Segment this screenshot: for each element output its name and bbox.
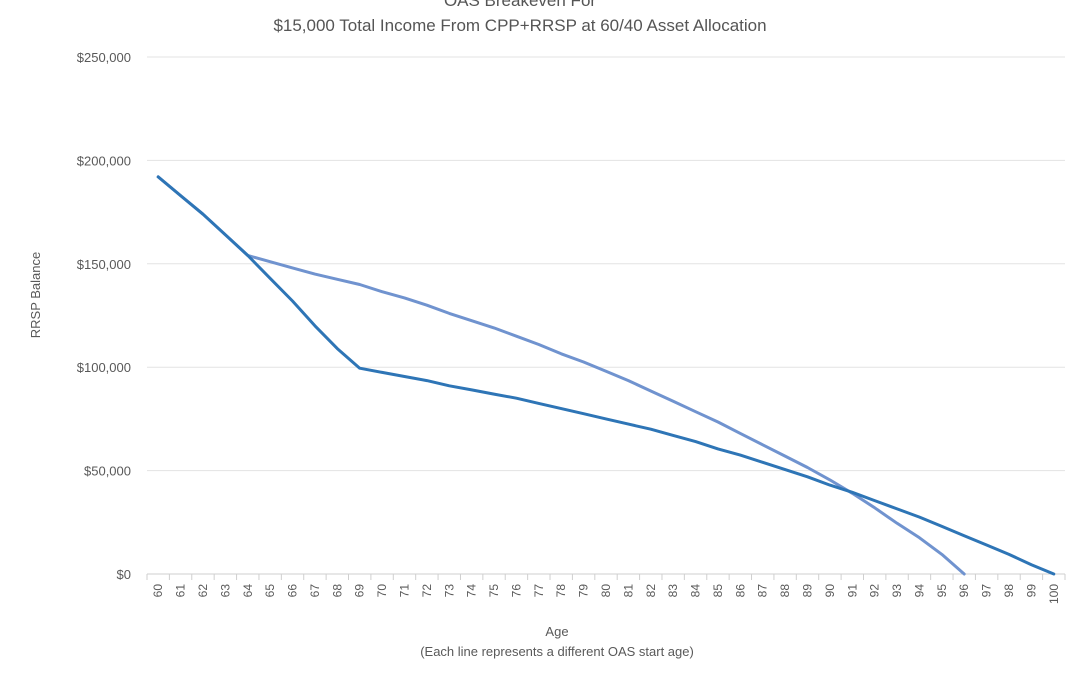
series-line-1 [156, 175, 1056, 576]
x-tick-label: 83 [666, 584, 680, 598]
y-tick-label: $100,000 [77, 360, 131, 375]
x-tick-label: 96 [957, 584, 971, 598]
x-tick-label: 72 [420, 584, 434, 598]
x-tick-label: 61 [174, 584, 188, 598]
x-tick-label: 89 [801, 584, 815, 598]
x-tick-label: 78 [554, 584, 568, 598]
x-tick-label: 70 [375, 584, 389, 598]
x-tick-label: 86 [733, 584, 747, 598]
y-tick-label: $0 [117, 567, 131, 582]
x-tick-label: 95 [935, 584, 949, 598]
y-tick-label: $50,000 [84, 464, 131, 479]
x-tick-label: 88 [778, 584, 792, 598]
y-tick-label: $150,000 [77, 257, 131, 272]
x-tick-label: 77 [532, 584, 546, 598]
x-tick-label: 67 [308, 584, 322, 598]
x-tick-label: 90 [823, 584, 837, 598]
chart-title: OAS Breakeven For [444, 0, 596, 10]
x-tick-label: 71 [397, 584, 411, 598]
x-tick-label: 87 [756, 584, 770, 598]
series-line-2 [156, 175, 966, 576]
x-tick-label: 100 [1047, 584, 1061, 604]
x-tick-label: 73 [442, 584, 456, 598]
x-tick-label: 85 [711, 584, 725, 598]
x-tick-label: 75 [487, 584, 501, 598]
x-axis-note: (Each line represents a different OAS st… [420, 644, 694, 659]
y-tick-label: $200,000 [77, 153, 131, 168]
x-tick-label: 82 [644, 584, 658, 598]
x-tick-label: 68 [330, 584, 344, 598]
x-axis-label: Age [545, 624, 568, 639]
x-tick-label: 93 [890, 584, 904, 598]
x-tick-label: 91 [845, 584, 859, 598]
x-tick-label: 62 [196, 584, 210, 598]
x-tick-label: 99 [1024, 584, 1038, 598]
x-tick-label: 98 [1002, 584, 1016, 598]
y-axis-ticks: $0 $50,000 $100,000 $150,000 $200,000 $250,00… [77, 50, 131, 582]
x-tick-label: 69 [353, 584, 367, 598]
x-tick-label: 84 [689, 584, 703, 598]
x-tick-label: 81 [621, 584, 635, 598]
chart-subtitle: $15,000 Total Income From CPP+RRSP at 60… [273, 16, 766, 35]
gridlines [147, 56, 1065, 575]
x-tick-label: 60 [151, 584, 165, 598]
x-tick-label: 76 [509, 584, 523, 598]
x-tick-label: 66 [286, 584, 300, 598]
x-tick-label: 64 [241, 584, 255, 598]
x-tick-label: 74 [465, 584, 479, 598]
x-tick-label: 79 [577, 584, 591, 598]
series-lines [156, 175, 1056, 576]
x-tick-label: 63 [218, 584, 232, 598]
x-tick-label: 65 [263, 584, 277, 598]
y-axis-label: RRSP Balance [28, 252, 43, 338]
x-tick-label: 80 [599, 584, 613, 598]
y-tick-label: $250,000 [77, 50, 131, 65]
x-tick-label: 92 [868, 584, 882, 598]
x-axis-ticks: 60 61 62 63 64 65 66 67 68 69 70 71 72 73 74 75 76 77 78 79… [146, 574, 1066, 604]
x-tick-label: 97 [980, 584, 994, 598]
x-tick-label: 94 [912, 584, 926, 598]
